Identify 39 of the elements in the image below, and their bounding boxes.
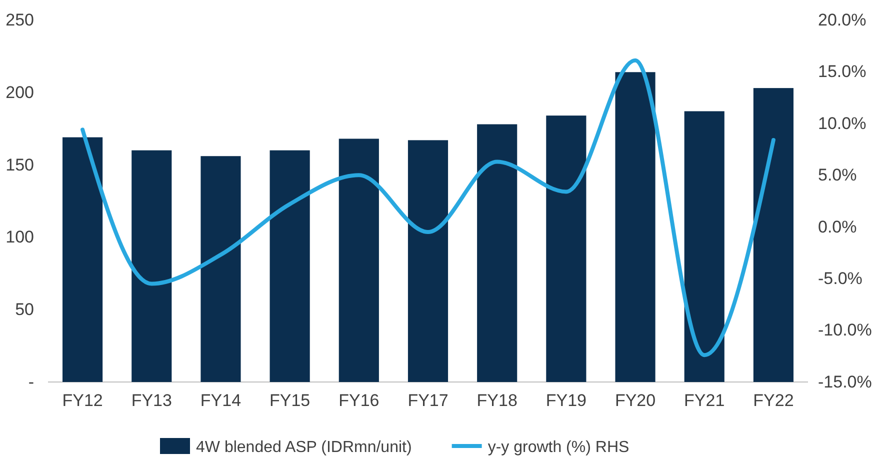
bar (477, 124, 518, 382)
y2-tick-label: -5.0% (818, 269, 862, 288)
y2-tick-label: 5.0% (818, 166, 857, 185)
bar (546, 116, 586, 382)
x-tick-label: FY15 (270, 391, 310, 410)
y2-tick-label: 15.0% (818, 62, 866, 82)
y2-tick-label: -15.0% (818, 372, 872, 392)
y2-tick-label: -10.0% (818, 320, 872, 340)
x-tick-label: FY18 (476, 391, 518, 410)
y-tick-label: 150 (6, 155, 34, 174)
x-tick-label: FY16 (338, 391, 380, 410)
bar (200, 156, 241, 382)
x-tick-label: FY22 (753, 391, 794, 410)
y2-tick-label: 10.0% (818, 114, 866, 133)
bar (753, 88, 794, 382)
x-tick-label: FY17 (408, 391, 448, 410)
bar (408, 140, 448, 382)
line-series (80, 58, 776, 358)
x-tick-label: FY12 (62, 391, 103, 410)
y2-tick-label: 20.0% (818, 10, 866, 30)
y2-tick-label: 0.0% (818, 217, 857, 236)
y-tick-label: 250 (6, 10, 34, 30)
y-tick-label: 200 (6, 82, 34, 102)
x-tick-label: FY19 (546, 391, 586, 410)
bar (132, 150, 172, 382)
legend-label: y-y growth (%) RHS (488, 439, 630, 456)
bar (338, 138, 379, 382)
x-tick-label: FY14 (200, 391, 242, 410)
x-tick-label: FY13 (131, 391, 172, 410)
bar (62, 137, 103, 382)
y-tick-label: 50 (15, 300, 34, 320)
bar (270, 150, 310, 382)
legend-label: 4W blended ASP (IDRmn/unit) (196, 439, 412, 456)
y-tick-label: 100 (6, 228, 34, 247)
x-tick-label: FY20 (614, 391, 656, 410)
x-tick-label: FY21 (684, 391, 725, 410)
y-tick-label: - (28, 372, 34, 392)
bar (615, 72, 656, 382)
bar (684, 111, 724, 382)
